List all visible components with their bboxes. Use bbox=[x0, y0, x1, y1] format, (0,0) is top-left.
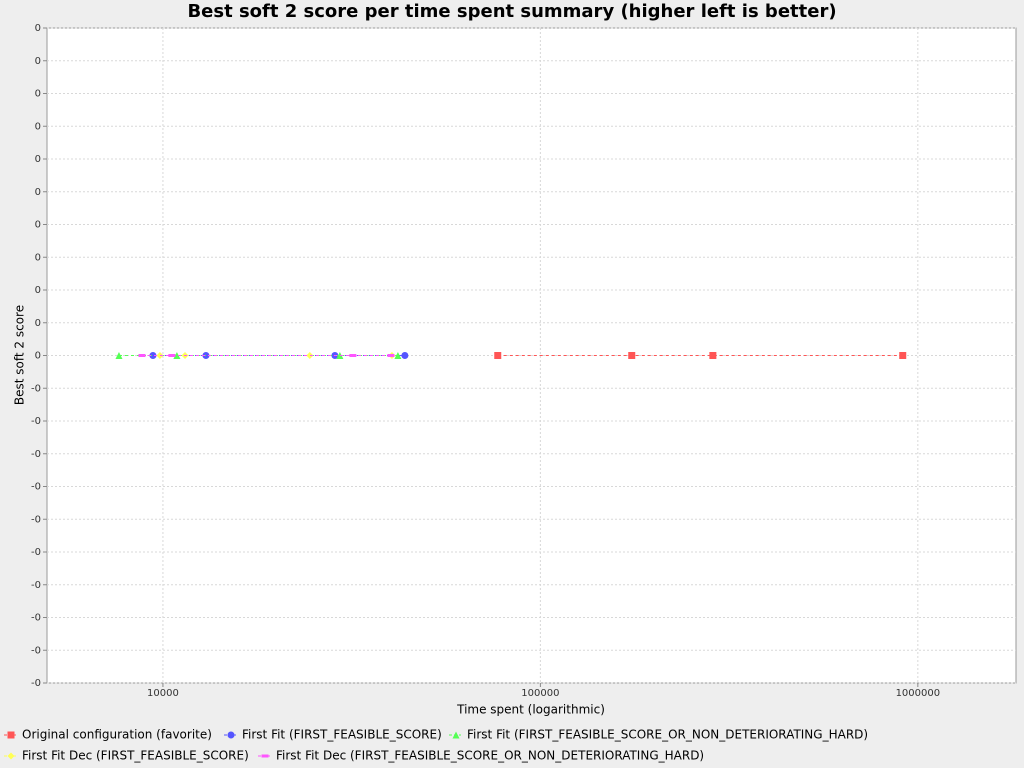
y-tick-label: 0 bbox=[35, 285, 41, 296]
y-tick-label: 0 bbox=[35, 187, 41, 198]
y-tick-label: 0 bbox=[35, 154, 41, 165]
y-tick-label: 0 bbox=[35, 56, 41, 67]
legend-item: First Fit Dec (FIRST_FEASIBLE_SCORE) bbox=[4, 749, 249, 763]
marker bbox=[156, 352, 164, 359]
legend-item: First Fit (FIRST_FEASIBLE_SCORE_OR_NON_D… bbox=[449, 728, 868, 742]
legend-item: First Fit Dec (FIRST_FEASIBLE_SCORE_OR_N… bbox=[258, 749, 704, 763]
y-tick-label: 0 bbox=[35, 121, 41, 132]
marker bbox=[336, 352, 344, 359]
legend-item: First Fit (FIRST_FEASIBLE_SCORE) bbox=[224, 728, 442, 742]
y-tick-label: 0 bbox=[35, 23, 41, 34]
legend-marker bbox=[261, 754, 269, 758]
chart-title: Best soft 2 score per time spent summary… bbox=[187, 1, 836, 22]
legend-marker bbox=[227, 731, 235, 739]
legend-label: First Fit Dec (FIRST_FEASIBLE_SCORE_OR_N… bbox=[276, 749, 704, 763]
legend-label: First Fit Dec (FIRST_FEASIBLE_SCORE) bbox=[22, 749, 249, 763]
y-tick-label: -0 bbox=[31, 547, 41, 558]
legend-marker bbox=[7, 752, 15, 760]
marker bbox=[168, 354, 176, 357]
y-tick-label: -0 bbox=[31, 482, 41, 493]
marker bbox=[349, 354, 357, 357]
x-tick-label: 10000 bbox=[147, 688, 179, 699]
marker bbox=[149, 352, 157, 359]
y-tick-label: -0 bbox=[31, 613, 41, 624]
marker bbox=[628, 352, 636, 359]
x-tick-label: 1000000 bbox=[896, 688, 941, 699]
marker bbox=[306, 352, 314, 359]
marker bbox=[173, 352, 181, 359]
marker bbox=[709, 352, 717, 359]
y-tick-label: 0 bbox=[35, 318, 41, 329]
legend-marker bbox=[452, 731, 460, 739]
marker bbox=[115, 352, 123, 359]
y-tick-label: -0 bbox=[31, 449, 41, 460]
marker bbox=[494, 352, 502, 359]
y-tick-label: 0 bbox=[35, 220, 41, 231]
marker bbox=[138, 354, 146, 357]
legend-label: Original configuration (favorite) bbox=[22, 728, 212, 742]
marker bbox=[899, 352, 907, 359]
y-tick-label: -0 bbox=[31, 645, 41, 656]
y-tick-label: -0 bbox=[31, 580, 41, 591]
x-tick-label: 100000 bbox=[521, 688, 559, 699]
y-tick-label: -0 bbox=[31, 416, 41, 427]
marker bbox=[387, 354, 395, 357]
legend-label: First Fit (FIRST_FEASIBLE_SCORE_OR_NON_D… bbox=[467, 728, 868, 742]
legend-marker bbox=[7, 731, 15, 739]
y-tick-label: -0 bbox=[31, 678, 41, 689]
y-tick-label: -0 bbox=[31, 514, 41, 525]
marker bbox=[401, 352, 409, 359]
y-tick-label: 0 bbox=[35, 252, 41, 263]
x-axis-label: Time spent (logarithmic) bbox=[456, 703, 605, 717]
y-axis-label: Best soft 2 score bbox=[13, 305, 27, 405]
marker bbox=[394, 352, 402, 359]
y-tick-label: -0 bbox=[31, 383, 41, 394]
legend-item: Original configuration (favorite) bbox=[4, 728, 212, 742]
y-tick-label: 0 bbox=[35, 89, 41, 100]
y-tick-label: 0 bbox=[35, 351, 41, 362]
legend-label: First Fit (FIRST_FEASIBLE_SCORE) bbox=[242, 728, 442, 742]
